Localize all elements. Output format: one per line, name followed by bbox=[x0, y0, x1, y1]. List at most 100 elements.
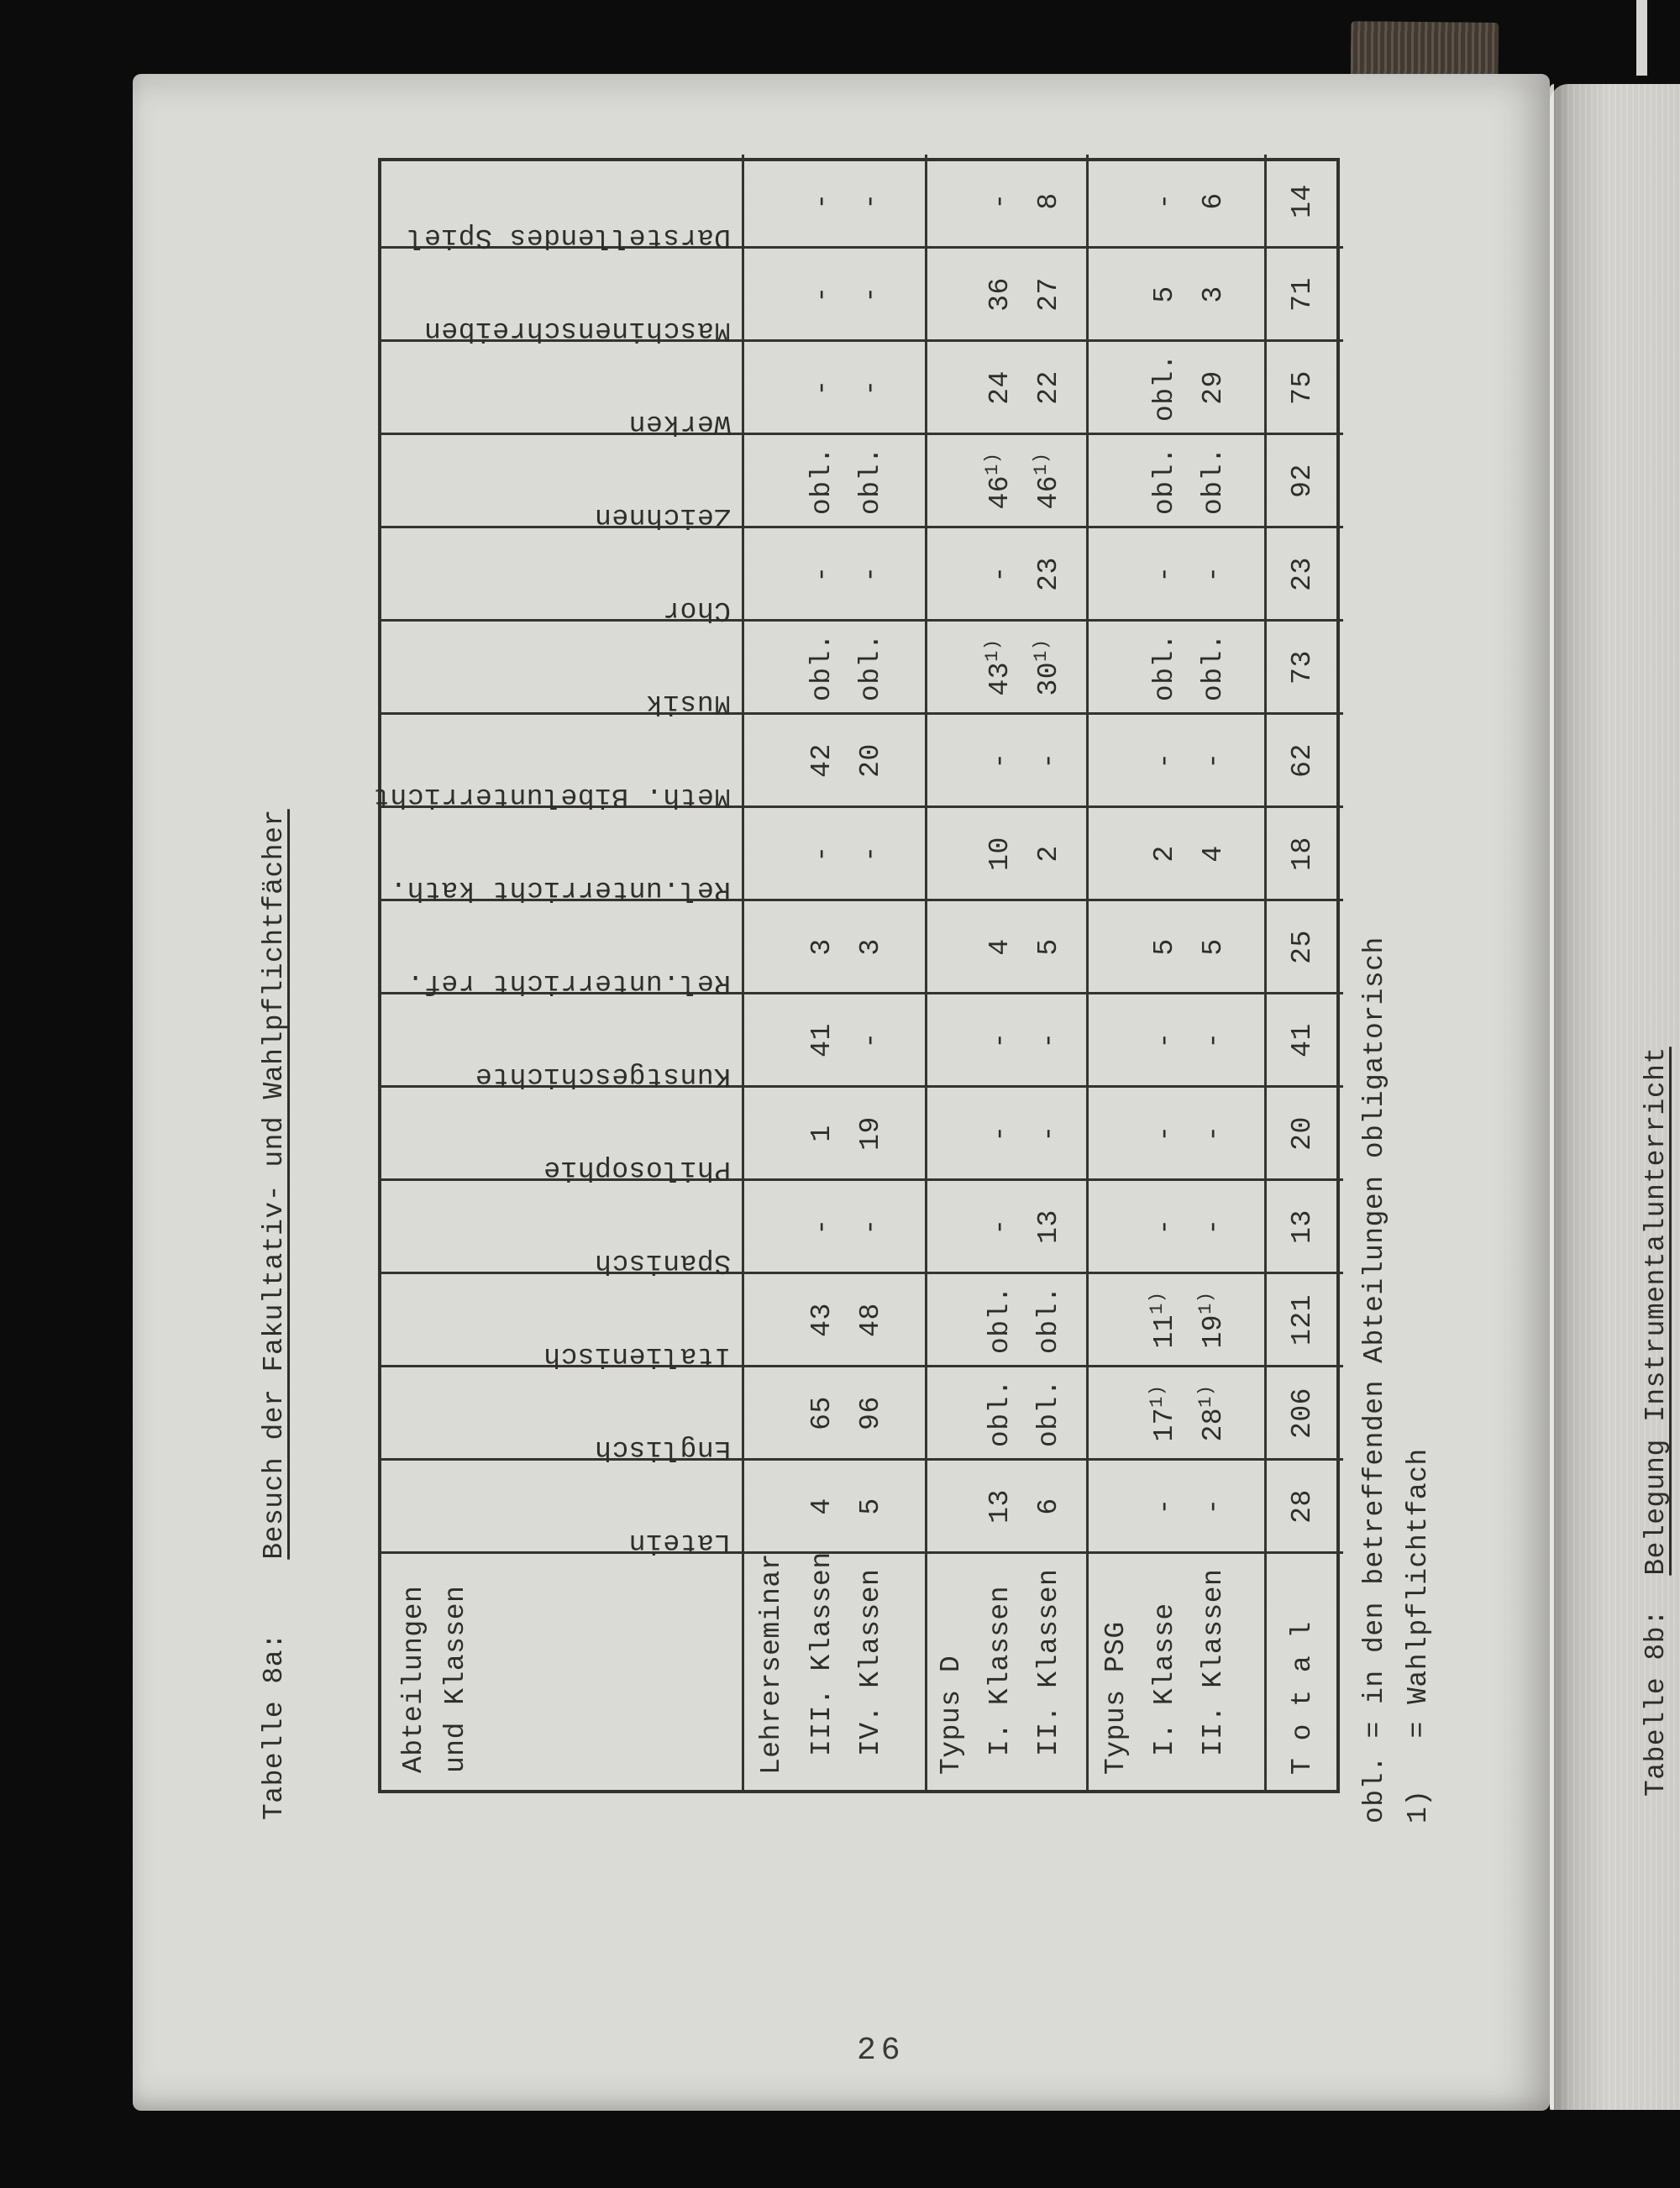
table-cell: obl. bbox=[855, 632, 886, 702]
table-cell: 13 bbox=[1033, 1209, 1064, 1244]
scanned-page-26: Tabelle 8a: Besuch der Fakultativ- und Wa… bbox=[133, 74, 1550, 2111]
table-cell: obl. bbox=[806, 446, 837, 516]
page-stack-edge bbox=[1636, 0, 1647, 76]
table-cell: - bbox=[855, 565, 886, 583]
table-8a-title-text: Besuch der Fakultativ- und Wahlpflichtfä… bbox=[259, 809, 290, 1560]
column-header-12: Zeichnen bbox=[594, 501, 731, 533]
table-cell: - bbox=[806, 192, 837, 210]
table-cell: - bbox=[1198, 1125, 1229, 1142]
table-cell: 24 bbox=[984, 370, 1016, 405]
table-cell: 5 bbox=[1149, 286, 1180, 303]
table-cell: obl. bbox=[806, 632, 837, 702]
table-cell: - bbox=[984, 1125, 1016, 1142]
table-cell: obl. bbox=[855, 446, 886, 516]
column-header-14: Maschinenschreiben bbox=[423, 315, 731, 346]
table-cell: 5 bbox=[1033, 938, 1064, 956]
table-cell: 42 bbox=[806, 743, 837, 778]
binding-edge-strip bbox=[1350, 21, 1499, 81]
table-cell: - bbox=[806, 845, 837, 863]
table-row-line bbox=[742, 155, 744, 1790]
table-cell: 29 bbox=[1198, 370, 1229, 405]
table-cell: 171) bbox=[1147, 1384, 1180, 1442]
table-row-line bbox=[1264, 155, 1267, 1790]
table-row-line bbox=[925, 155, 927, 1790]
corner-header-line: Abteilungen bbox=[398, 1585, 429, 1773]
total-cell: 14 bbox=[1287, 184, 1318, 218]
table-cell: - bbox=[806, 1218, 837, 1236]
next-page-curl-highlight bbox=[1550, 84, 1554, 2110]
table-cell: 461) bbox=[1031, 452, 1064, 510]
table-cell: 2 bbox=[1149, 845, 1180, 863]
group-label: Typus PSG bbox=[1100, 1621, 1131, 1775]
table-cell: 23 bbox=[1033, 557, 1064, 591]
table-cell: 6 bbox=[1198, 192, 1229, 210]
table-cell: - bbox=[1198, 565, 1229, 583]
row-label: II. Klassen bbox=[1198, 1568, 1229, 1756]
table-cell: - bbox=[1198, 1498, 1229, 1515]
table-cell: - bbox=[806, 565, 837, 583]
table-cell: - bbox=[855, 286, 886, 303]
table-cell: - bbox=[855, 192, 886, 210]
total-cell: 41 bbox=[1287, 1023, 1318, 1057]
table-cell: 5 bbox=[855, 1498, 886, 1515]
table-cell: 13 bbox=[984, 1489, 1016, 1524]
table-cell: - bbox=[855, 379, 886, 396]
table-cell: 48 bbox=[855, 1303, 886, 1337]
table-cell: - bbox=[855, 1031, 886, 1049]
total-cell: 73 bbox=[1287, 650, 1318, 685]
next-page-edge: Tabelle 8b: Belegung Instrumentalunterric… bbox=[1550, 84, 1680, 2110]
row-label: IV. Klassen bbox=[855, 1568, 886, 1756]
table-cell: - bbox=[1198, 1031, 1229, 1049]
table-cell: 301) bbox=[1031, 638, 1064, 696]
column-header-8: Rel.unterricht kath. bbox=[389, 874, 731, 905]
table-cell: 111) bbox=[1147, 1291, 1180, 1349]
table-cell: - bbox=[806, 286, 837, 303]
column-header-6: Kunstgeschichte bbox=[475, 1061, 731, 1092]
table-cell: 281) bbox=[1195, 1384, 1229, 1442]
table-cell: obl. bbox=[1033, 1378, 1064, 1448]
table-cell: 41 bbox=[806, 1023, 837, 1057]
table-8a-title: Tabelle 8a: Besuch der Fakultativ- und Wa… bbox=[259, 809, 290, 1820]
table-cell: 4 bbox=[806, 1498, 837, 1515]
table-cell: - bbox=[984, 1218, 1016, 1236]
table-cell: - bbox=[806, 379, 837, 396]
table-cell: 20 bbox=[855, 743, 886, 778]
table-cell: 3 bbox=[806, 938, 837, 956]
table-cell: 461) bbox=[982, 452, 1016, 510]
table-cell: - bbox=[1149, 1125, 1180, 1142]
total-cell: 25 bbox=[1287, 930, 1318, 964]
table-cell: 5 bbox=[1198, 938, 1229, 956]
table-cell: - bbox=[984, 565, 1016, 583]
table-cell: 10 bbox=[984, 837, 1016, 871]
table-cell: 431) bbox=[982, 638, 1016, 696]
table-cell: 27 bbox=[1033, 277, 1064, 312]
table-cell: 22 bbox=[1033, 370, 1064, 405]
table-cell: - bbox=[855, 845, 886, 863]
table-cell: - bbox=[1198, 1218, 1229, 1236]
table-cell: - bbox=[1149, 1218, 1180, 1236]
table-cell: - bbox=[984, 752, 1016, 769]
table-cell: - bbox=[1198, 752, 1229, 769]
table-row-line bbox=[1086, 155, 1089, 1790]
column-header-7: Rel.unterricht ref. bbox=[407, 968, 731, 999]
total-cell: 75 bbox=[1287, 370, 1318, 405]
total-cell: 20 bbox=[1287, 1116, 1318, 1151]
table-cell: 5 bbox=[1149, 938, 1180, 956]
column-header-5: Philosophie bbox=[543, 1154, 731, 1185]
total-cell: 23 bbox=[1287, 557, 1318, 591]
total-cell: 206 bbox=[1287, 1388, 1318, 1439]
table-8a: Abteilungen und Klassen Latein Englisch Ital… bbox=[373, 155, 1343, 1793]
table-cell: 6 bbox=[1033, 1498, 1064, 1515]
table-cell: 65 bbox=[806, 1396, 837, 1430]
total-cell: 92 bbox=[1287, 464, 1318, 498]
table-8b-title: Tabelle 8b: Belegung Instrumentalunterric… bbox=[1641, 1047, 1672, 1797]
total-cell: 28 bbox=[1287, 1489, 1318, 1524]
column-header-11: Chor bbox=[662, 595, 731, 626]
total-cell: 13 bbox=[1287, 1209, 1318, 1244]
column-header-2: Englisch bbox=[594, 1434, 731, 1465]
table-cell: 8 bbox=[1033, 192, 1064, 210]
table-cell: - bbox=[1033, 1125, 1064, 1142]
table-cell: - bbox=[1033, 1031, 1064, 1049]
table-cell: - bbox=[1149, 1031, 1180, 1049]
